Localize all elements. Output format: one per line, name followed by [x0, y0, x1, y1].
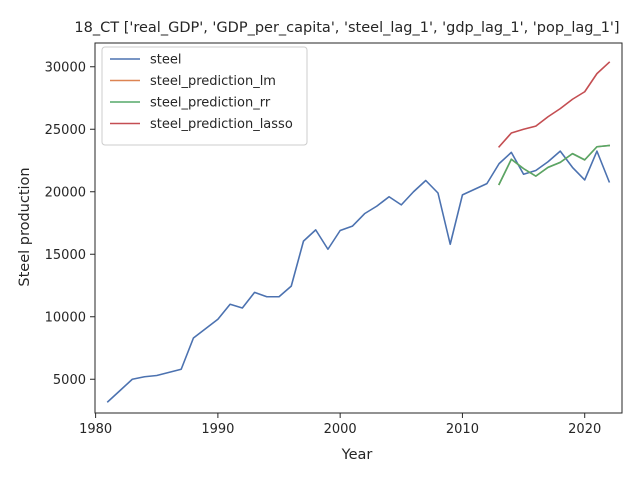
x-tick-label: 2020: [568, 422, 601, 437]
y-tick-label: 20000: [45, 185, 86, 200]
y-tick-label: 15000: [45, 248, 86, 263]
legend-label-steel: steel: [150, 53, 181, 68]
legend-box: [101, 46, 308, 146]
legend-label-steel-prediction-lm: steel_prediction_lm: [150, 74, 276, 89]
series-lines: [106, 61, 611, 403]
x-tick-label: 2000: [324, 422, 357, 437]
y-tick-label: 25000: [45, 123, 86, 138]
y-tick-label: 5000: [53, 373, 86, 388]
legend: steel steel_prediction_lm steel_prediction…: [101, 46, 308, 146]
x-tick-label: 2010: [446, 422, 479, 437]
axes-frame: [94, 42, 623, 414]
chart-title: 18_CT ['real_GDP', 'GDP_per_capita', 'st…: [74, 20, 619, 36]
x-tick-label: 1980: [79, 422, 112, 437]
axes: 1980 1990 2000 2010 2020 5000 10000 15000 20000 2…: [45, 42, 623, 437]
legend-label-steel-prediction-rr: steel_prediction_rr: [150, 96, 271, 111]
x-tick-label: 1990: [201, 422, 234, 437]
y-axis-label: Steel production: [17, 167, 33, 286]
legend-label-steel-prediction-lasso: steel_prediction_lasso: [150, 117, 293, 132]
series-line-steel: [106, 150, 611, 403]
series-line-steel-prediction-rr: [498, 144, 611, 186]
x-axis-label: Year: [341, 447, 373, 463]
y-tick-label: 10000: [45, 310, 86, 325]
series-line-steel-prediction-lasso: [497, 61, 611, 148]
y-tick-label: 30000: [45, 60, 86, 75]
